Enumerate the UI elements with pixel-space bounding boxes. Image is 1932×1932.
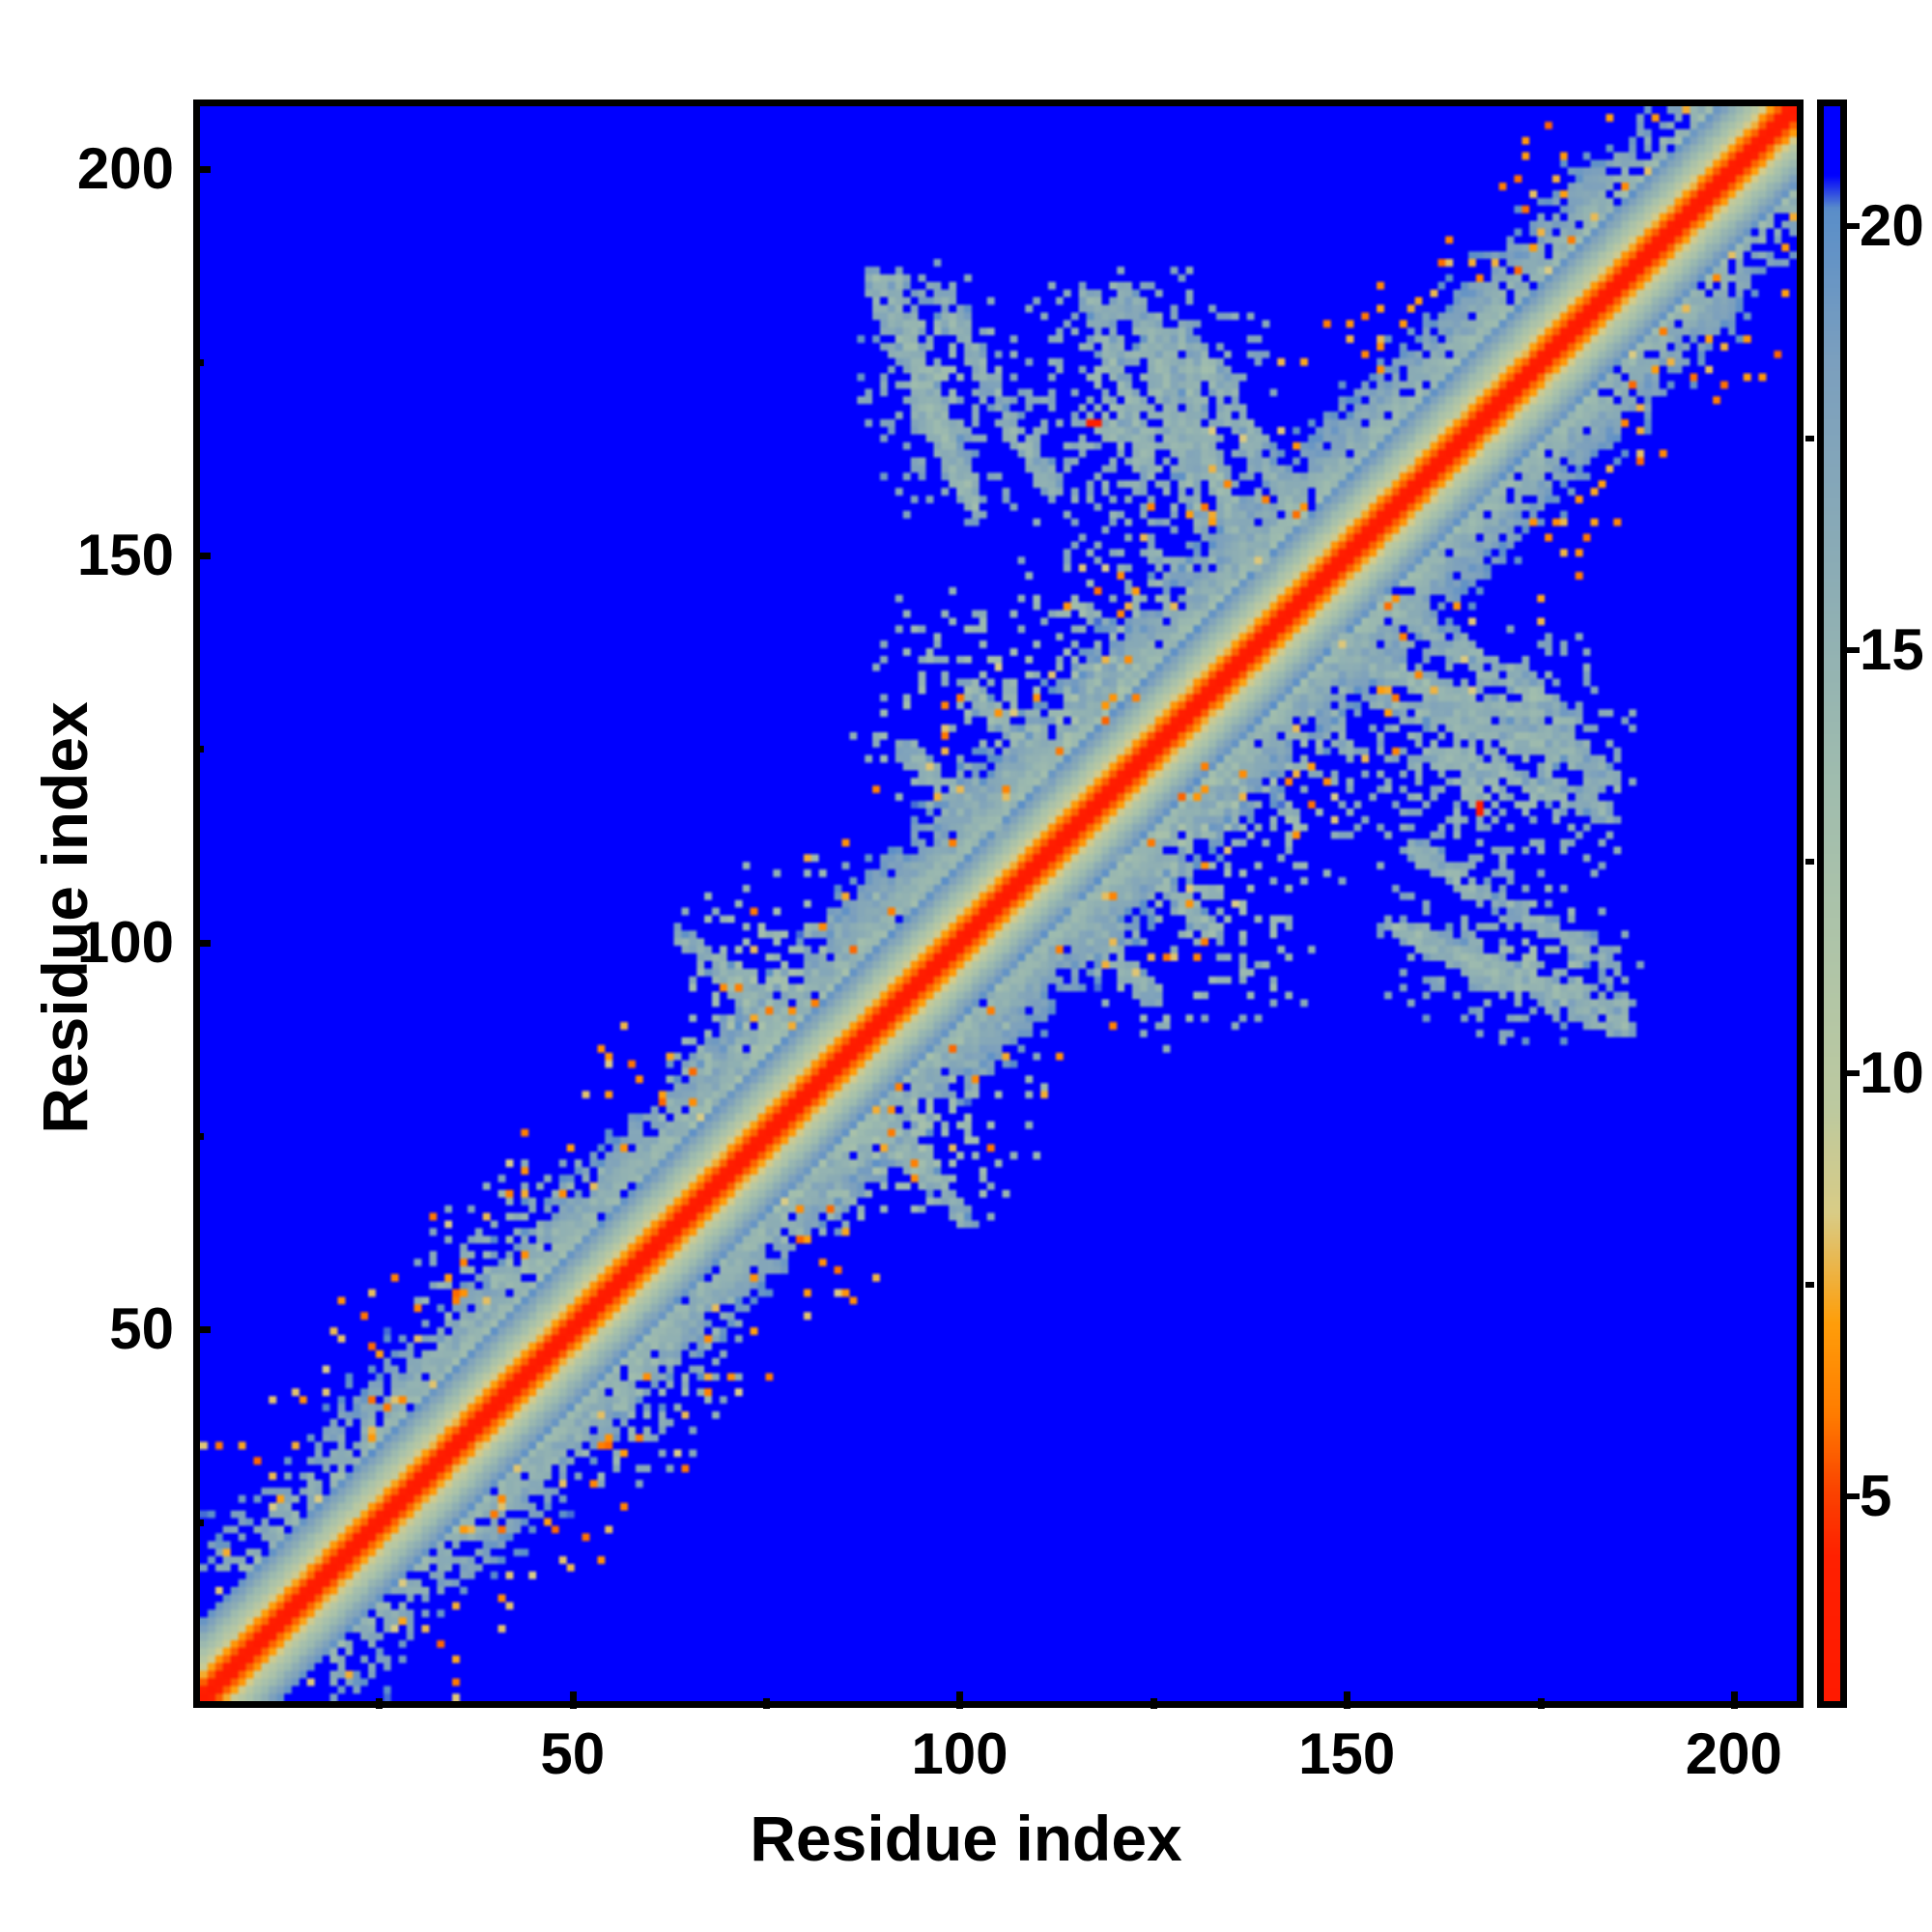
x-tick-label-100: 100 (911, 1721, 1009, 1786)
x-axis-title: Residue index (750, 1803, 1182, 1874)
colorbar-gradient (1824, 106, 1840, 1701)
x-tick-label-150: 150 (1298, 1721, 1396, 1786)
colorbar-label-5: 5 (1860, 1463, 1892, 1528)
x-tick-150 (1344, 1691, 1351, 1709)
x-tick-100 (956, 1691, 964, 1709)
y-minor-tick-75 (193, 1132, 204, 1140)
x-tick-label-50: 50 (540, 1721, 606, 1786)
x-minor-tick-75 (763, 1698, 771, 1709)
colorbar-label-20: 20 (1860, 193, 1924, 259)
y-tick-label-150: 150 (76, 523, 174, 588)
y-minor-tick-25 (193, 1519, 204, 1526)
x-minor-tick-125 (1150, 1698, 1157, 1709)
y-tick-label-100: 100 (76, 909, 174, 975)
colorbar-tick-5 (1847, 1492, 1860, 1499)
colorbar-minor-tick (1805, 858, 1814, 865)
heatmap-image (200, 106, 1797, 1701)
y-tick-label-200: 200 (76, 136, 174, 202)
x-tick-50 (569, 1691, 577, 1709)
colorbar-label-10: 10 (1860, 1039, 1924, 1105)
y-minor-tick-125 (193, 746, 204, 753)
colorbar-minor-tick (1805, 435, 1814, 441)
y-axis-title: Residue index (29, 701, 100, 1134)
x-tick-label-200: 200 (1685, 1721, 1782, 1786)
y-tick-label-50: 50 (109, 1295, 174, 1361)
x-minor-tick-25 (376, 1698, 384, 1709)
colorbar-tick-20 (1847, 223, 1860, 230)
y-tick-100 (193, 939, 211, 947)
colorbar-tick-10 (1847, 1069, 1860, 1076)
y-tick-50 (193, 1325, 211, 1333)
colorbar (1817, 99, 1847, 1708)
x-tick-200 (1730, 1691, 1738, 1709)
y-tick-200 (193, 166, 211, 174)
heatmap-plot-area (193, 99, 1804, 1708)
y-minor-tick-175 (193, 359, 204, 367)
colorbar-label-15: 15 (1860, 616, 1924, 682)
y-tick-150 (193, 553, 211, 560)
colorbar-tick-15 (1847, 646, 1860, 653)
colorbar-minor-tick (1805, 1281, 1814, 1288)
x-minor-tick-175 (1537, 1698, 1545, 1709)
